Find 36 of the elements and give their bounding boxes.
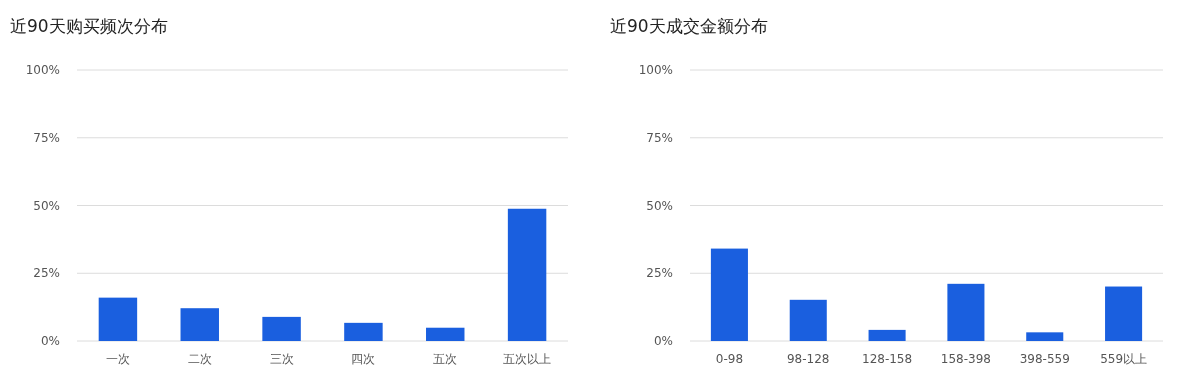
x-tick-label: 158-398 [940, 352, 991, 366]
y-tick-label: 100% [25, 63, 60, 77]
y-tick-label: 25% [33, 266, 60, 281]
chart-title: 近90天购买频次分布 [10, 16, 168, 36]
x-tick-label: 四次 [351, 352, 376, 366]
bar [262, 316, 301, 341]
bar [868, 329, 906, 341]
bar [1026, 332, 1064, 341]
bar [426, 327, 465, 341]
y-tick-label: 25% [646, 266, 673, 281]
chart-title: 近90天成交金额分布 [610, 16, 768, 36]
x-tick-label: 一次 [105, 352, 130, 366]
bar [507, 208, 547, 341]
x-tick-label: 二次 [187, 352, 212, 366]
x-tick-label: 398-559 [1019, 352, 1070, 366]
y-tick-label: 0% [40, 334, 60, 348]
x-tick-label: 三次 [269, 352, 294, 366]
y-tick-label: 50% [33, 198, 60, 213]
bar [1105, 286, 1143, 341]
x-tick-label: 98-128 [786, 352, 830, 366]
x-tick-label: 五次以上 [503, 352, 552, 366]
y-tick-label: 50% [646, 198, 673, 213]
y-tick-label: 100% [638, 63, 673, 77]
bar [789, 299, 827, 341]
bar [98, 297, 138, 341]
bar [180, 308, 219, 341]
y-tick-label: 75% [646, 130, 673, 145]
x-tick-label: 128-158 [862, 352, 913, 366]
y-tick-label: 75% [33, 130, 60, 145]
bar [710, 248, 748, 341]
bar [947, 283, 985, 341]
y-tick-label: 0% [653, 334, 673, 348]
x-tick-label: 0-98 [715, 352, 744, 366]
bar [344, 322, 383, 341]
x-tick-label: 五次 [433, 352, 458, 366]
x-tick-label: 559以上 [1100, 352, 1148, 366]
